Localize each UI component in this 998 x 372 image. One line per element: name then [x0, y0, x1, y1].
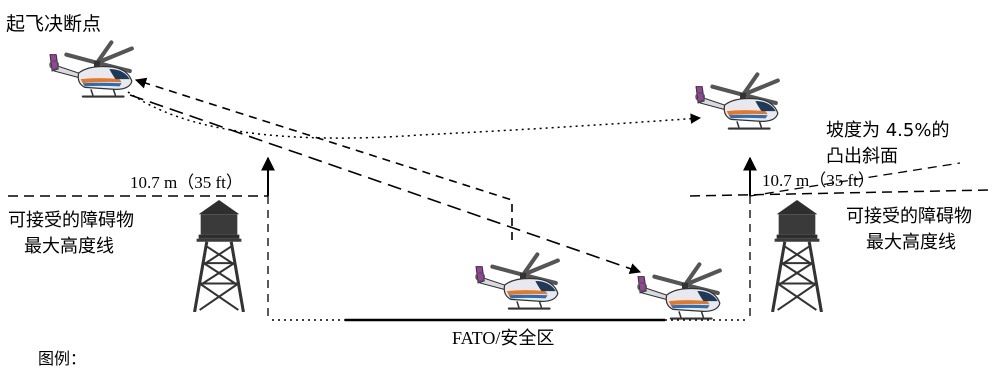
lattice-tower-icon [193, 200, 245, 312]
height-label-left: 10.7 m（35 ft） [130, 173, 243, 192]
decision-point-label: 起飞决断点 [6, 13, 101, 35]
obstacle-line-label-right-2: 最大高度线 [866, 232, 956, 253]
slope-label-1: 坡度为 4.5%的 [826, 120, 949, 141]
obstacle-line-label-left-2: 最大高度线 [24, 236, 114, 257]
continued-takeoff-path [127, 91, 702, 139]
rejected-takeoff-path [129, 94, 642, 274]
helicopter-icon [696, 74, 778, 128]
legend-label: 图例： [38, 349, 86, 368]
slope-label-2: 凸出斜面 [826, 146, 898, 167]
obstacle-height-line-right [689, 189, 991, 197]
fato-label: FATO/安全区 [452, 328, 554, 348]
helicopter-icon [638, 264, 720, 318]
slope-line [749, 162, 961, 197]
obstacle-line-label-left-1: 可接受的障碍物 [8, 210, 134, 231]
lattice-tower-icon [771, 200, 823, 312]
helicopter-icon [50, 42, 132, 96]
obstacle-line-label-right-1: 可接受的障碍物 [846, 206, 972, 227]
height-label-right: 10.7 m（35 ft） [762, 171, 875, 190]
climb-path [134, 77, 513, 240]
helicopter-icon [476, 254, 558, 308]
